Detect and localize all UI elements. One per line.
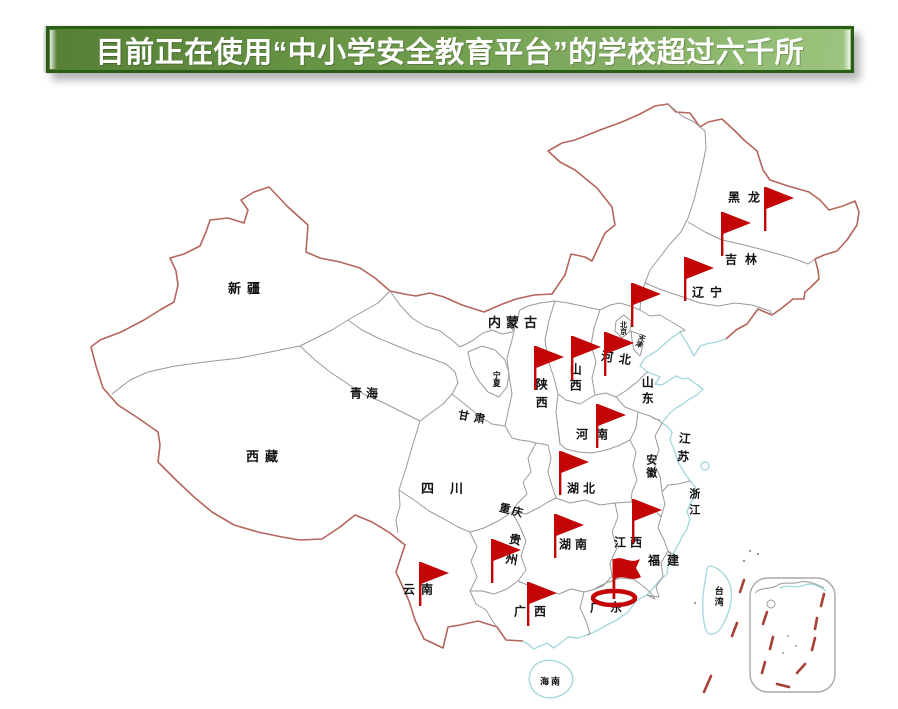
province-label-jiangsu: 江苏 xyxy=(674,431,692,469)
province-label-taiwan: 台湾 xyxy=(712,586,723,608)
national-border xyxy=(90,103,860,649)
province-label-neimenggu: 内蒙古 xyxy=(487,316,543,332)
flag-marker-jiangxi xyxy=(632,499,662,543)
coastline xyxy=(522,331,727,650)
flag-marker-guangxi xyxy=(527,582,557,626)
flag-marker-jilin xyxy=(684,257,714,301)
province-label-jiangxi: 江西 xyxy=(613,535,647,550)
title-banner: 目前正在使用“中小学安全教育平台”的学校超过六千所 xyxy=(46,26,854,73)
flag-marker-hubei xyxy=(559,451,589,495)
province-label-yunnan: 云南 xyxy=(403,584,439,597)
province-label-sichuan: 四川 xyxy=(420,482,480,498)
south-china-sea-inset xyxy=(749,577,836,693)
special-flag-marker-guangdong xyxy=(591,558,641,608)
province-label-zhejiang: 浙江 xyxy=(687,488,701,520)
province-label-anhui: 安徽 xyxy=(644,454,658,480)
hainan-island xyxy=(528,659,574,699)
flag-marker-henan xyxy=(596,404,626,448)
province-label-hunan: 湖南 xyxy=(558,537,592,552)
province-label-xinjiang: 新疆 xyxy=(227,282,267,298)
province-label-jilin: 吉林 xyxy=(724,252,766,267)
flag-marker-guizhou xyxy=(491,539,521,583)
taiwan-island xyxy=(702,565,733,635)
province-label-heilongjiang: 黑龙 xyxy=(727,190,769,205)
province-label-beijing: 北京 xyxy=(619,321,629,335)
province-label-liaoning: 辽宁 xyxy=(691,285,729,300)
province-label-hainan: 海南 xyxy=(539,677,563,688)
flag-marker-hunan xyxy=(554,514,584,558)
flag-marker-yunnan xyxy=(419,562,449,606)
flag-marker-shaanxi xyxy=(534,346,564,390)
province-label-qinghai: 青海 xyxy=(349,386,383,401)
flag-marker-heilongjiang-west xyxy=(721,212,751,256)
flag-marker-liaoning xyxy=(631,283,661,327)
province-label-fujian: 福建 xyxy=(647,553,687,568)
province-label-shaanxi: 陕西 xyxy=(534,378,549,414)
nine-dash-line xyxy=(702,578,826,694)
islands xyxy=(528,549,760,699)
province-label-xizang: 西藏 xyxy=(245,450,285,466)
province-label-hubei: 湖北 xyxy=(566,481,600,496)
banner-title: 目前正在使用“中小学安全教育平台”的学校超过六千所 xyxy=(95,36,805,69)
flag-marker-heilongjiang-east xyxy=(764,187,794,231)
province-label-ningxia: 宁夏 xyxy=(492,371,503,387)
province-borders xyxy=(111,103,816,636)
flag-marker-hebei xyxy=(604,332,634,376)
province-label-henan: 河南 xyxy=(576,429,616,442)
province-label-shandong: 山东 xyxy=(640,376,655,408)
province-label-guangxi: 广西 xyxy=(513,604,555,619)
flag-marker-shanxi xyxy=(571,336,601,380)
